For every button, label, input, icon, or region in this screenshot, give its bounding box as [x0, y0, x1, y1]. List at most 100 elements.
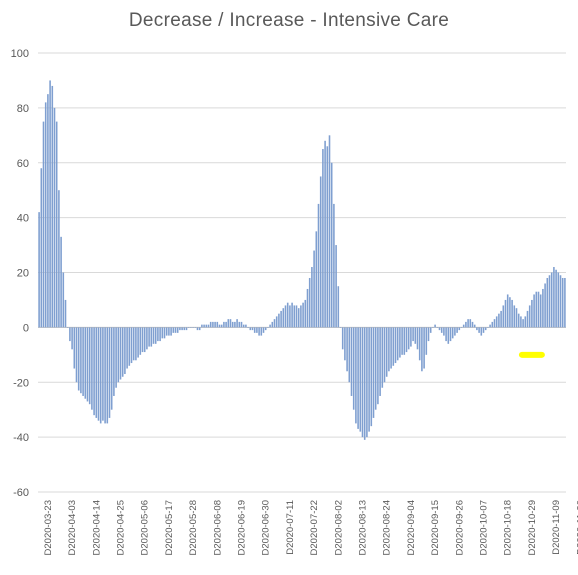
bar: [366, 327, 368, 438]
bar: [533, 294, 535, 328]
bar: [544, 283, 546, 328]
bar: [374, 327, 377, 410]
bar: [247, 327, 249, 328]
bar: [115, 327, 117, 388]
bar: [194, 327, 197, 328]
bar: [275, 316, 278, 328]
bar: [449, 327, 452, 342]
bar: [130, 327, 133, 364]
bar: [251, 327, 254, 331]
x-tick-label: D2020-05-17: [164, 500, 175, 555]
bar: [82, 327, 84, 396]
bar: [471, 321, 474, 328]
bar: [535, 291, 538, 328]
bar: [187, 327, 190, 328]
bar: [137, 327, 139, 358]
bar: [405, 327, 408, 353]
bar: [322, 149, 324, 328]
bar: [407, 327, 410, 350]
bar: [154, 327, 157, 344]
x-tick-label: D2020-11-09: [551, 500, 562, 555]
bar: [264, 327, 267, 331]
bar: [506, 294, 509, 328]
bar: [289, 305, 291, 328]
x-tick-label: D2020-08-13: [358, 500, 369, 555]
bar: [77, 327, 80, 391]
bar: [190, 327, 192, 328]
bar: [370, 327, 373, 427]
x-tick-label: D2020-05-06: [140, 500, 151, 555]
bar: [51, 85, 54, 328]
bar: [256, 327, 258, 333]
y-tick-label: -40: [13, 432, 29, 444]
bar: [427, 327, 430, 342]
x-tick-label: D2020-04-25: [116, 500, 127, 555]
bar: [412, 327, 414, 342]
bar: [337, 286, 340, 328]
bar: [421, 327, 423, 372]
bar: [524, 316, 527, 328]
bar: [539, 294, 542, 328]
bar-series: [38, 80, 566, 440]
bar: [181, 327, 183, 331]
x-tick-label: D2020-10-07: [479, 500, 490, 555]
grid-lines: [38, 52, 566, 493]
bar: [401, 327, 403, 355]
bar: [550, 272, 553, 328]
y-tick-label: 60: [17, 158, 29, 170]
bar: [227, 319, 230, 328]
bar: [157, 327, 159, 342]
bar: [368, 327, 370, 432]
bar: [333, 203, 335, 328]
x-tick-label: D2020-08-02: [333, 500, 344, 555]
bar: [392, 327, 395, 366]
y-tick-label: 40: [17, 213, 29, 225]
bar: [262, 327, 265, 333]
bar: [361, 327, 364, 438]
bar: [69, 327, 71, 342]
bar: [355, 327, 357, 424]
x-tick-label: D2020-08-24: [382, 500, 393, 555]
bar: [372, 327, 375, 418]
bar: [357, 327, 359, 429]
bar: [124, 327, 126, 375]
bar: [528, 305, 531, 328]
bar: [480, 327, 483, 336]
bar: [341, 327, 344, 350]
bar: [80, 327, 82, 394]
bar: [555, 269, 557, 328]
bar: [396, 327, 399, 361]
bar: [236, 319, 238, 328]
bar: [328, 135, 331, 328]
bar: [49, 80, 51, 328]
bar: [330, 162, 333, 328]
bar: [546, 277, 549, 328]
bar: [201, 324, 203, 328]
bar: [381, 327, 384, 388]
annotations: [518, 351, 545, 358]
x-tick-label: D2020-03-23: [43, 500, 54, 555]
bar: [282, 308, 285, 328]
bar: [564, 277, 566, 328]
bar: [383, 327, 386, 383]
bar: [502, 305, 505, 328]
bar: [242, 324, 245, 328]
bar: [99, 327, 102, 424]
y-tick-label: 100: [11, 48, 29, 60]
bar: [432, 327, 434, 328]
bar: [220, 324, 223, 328]
bar: [168, 327, 170, 336]
y-tick-label: 20: [17, 268, 29, 280]
bar: [64, 299, 67, 328]
bar: [161, 327, 164, 339]
bar: [462, 324, 465, 328]
bar: [260, 327, 263, 336]
bar: [47, 94, 49, 328]
bar: [559, 275, 562, 328]
bar: [185, 327, 188, 331]
bar: [315, 231, 318, 328]
bar: [55, 121, 58, 328]
bar: [522, 319, 524, 328]
bar: [561, 277, 564, 328]
